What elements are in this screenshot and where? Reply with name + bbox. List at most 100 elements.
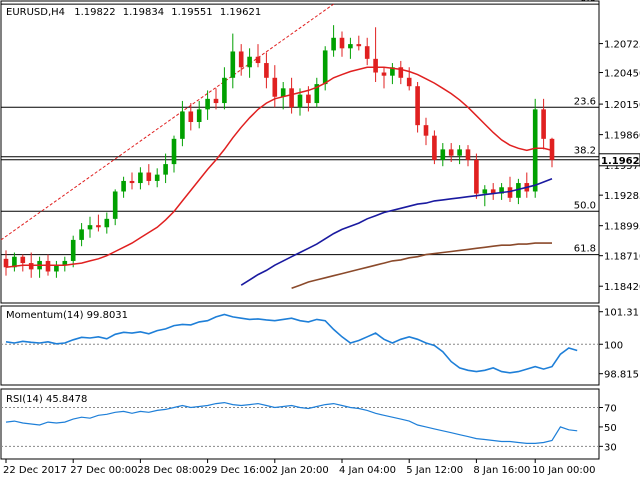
candle bbox=[314, 77, 320, 108]
candle-body bbox=[314, 84, 320, 104]
candle bbox=[331, 25, 336, 57]
ohlc-low: 1.19551 bbox=[171, 7, 212, 18]
ohlc-high: 1.19834 bbox=[123, 7, 164, 18]
candle-body bbox=[381, 72, 387, 76]
price-tick-label: 1.18995 bbox=[604, 222, 640, 233]
candle bbox=[541, 98, 546, 150]
price-tick-label: 1.20725 bbox=[604, 40, 640, 51]
candle bbox=[264, 52, 269, 89]
candle bbox=[423, 117, 429, 146]
candle bbox=[196, 100, 202, 129]
chart-header: EURUSD,H4 1.19822 1.19834 1.19551 1.1962… bbox=[6, 7, 261, 18]
current-price-tag bbox=[598, 153, 640, 167]
candle-body bbox=[180, 111, 185, 139]
candle-body bbox=[96, 225, 101, 228]
candle bbox=[549, 137, 555, 168]
candle-body bbox=[499, 187, 504, 194]
candle-body bbox=[62, 260, 68, 266]
candle-body bbox=[20, 256, 26, 264]
candle-body bbox=[373, 58, 378, 73]
candle-body bbox=[213, 98, 219, 104]
candle-body bbox=[448, 149, 454, 156]
candle-body bbox=[356, 44, 362, 47]
time-label: 28 Dec 08:00 bbox=[137, 465, 204, 476]
price-panel: EURUSD,H4 1.19822 1.19834 1.19551 1.1962… bbox=[0, 0, 640, 304]
candle-body bbox=[507, 187, 513, 198]
momentum-tick-label: 98.815 bbox=[604, 370, 639, 381]
candle bbox=[87, 216, 93, 238]
candle-body bbox=[87, 225, 93, 230]
candle-body bbox=[264, 63, 269, 78]
candle bbox=[415, 82, 420, 133]
candle bbox=[339, 31, 345, 57]
fib-label: 0.0 bbox=[580, 0, 596, 4]
ohlc-close: 1.19621 bbox=[220, 7, 261, 18]
candle-body bbox=[474, 159, 479, 194]
time-label: 2 Jan 20:00 bbox=[272, 465, 329, 476]
candle bbox=[364, 37, 370, 66]
candle-body bbox=[457, 149, 462, 156]
candle bbox=[154, 168, 160, 188]
rsi-label: RSI(14) 45.8478 bbox=[6, 394, 87, 405]
candle bbox=[79, 223, 84, 247]
candle-body bbox=[364, 46, 370, 59]
candle-body bbox=[146, 172, 152, 181]
candle bbox=[457, 145, 462, 165]
candle bbox=[213, 88, 219, 110]
candle-body bbox=[482, 189, 488, 194]
rsi-panel: RSI(14) 45.8478 70 50 30 bbox=[0, 388, 617, 460]
price-tick-label: 1.19570 bbox=[604, 161, 640, 172]
candle bbox=[272, 65, 278, 108]
candle-body bbox=[129, 180, 135, 184]
candle-body bbox=[490, 189, 496, 194]
rsi-line bbox=[5, 401, 578, 444]
candle-body bbox=[205, 98, 210, 110]
candle bbox=[381, 67, 387, 89]
candle-body bbox=[322, 50, 328, 85]
candle-body bbox=[163, 164, 168, 175]
candle-body bbox=[280, 88, 286, 97]
candle-body bbox=[3, 258, 9, 268]
candle bbox=[180, 100, 185, 147]
candle bbox=[516, 178, 521, 205]
price-tick-label: 1.19285 bbox=[604, 191, 640, 202]
momentum-panel: Momentum(14) 99.8031 101.31 100 98.815 bbox=[0, 305, 639, 386]
price-tick-label: 1.18710 bbox=[604, 252, 640, 263]
price-tick-label: 1.20150 bbox=[604, 100, 640, 111]
candle-body bbox=[54, 265, 59, 272]
candle bbox=[230, 33, 236, 89]
candle bbox=[12, 252, 17, 272]
fib-label: 50.0 bbox=[574, 200, 596, 211]
candle-body bbox=[154, 174, 160, 181]
rsi-tick-label: 70 bbox=[604, 403, 617, 414]
candle bbox=[222, 67, 227, 110]
candle-body bbox=[104, 218, 110, 228]
candle-body bbox=[423, 125, 429, 136]
candle-body bbox=[331, 37, 336, 51]
candle bbox=[499, 183, 504, 200]
candle bbox=[163, 153, 168, 184]
candle-body bbox=[171, 138, 177, 165]
momentum-tick-label: 100 bbox=[604, 340, 623, 351]
current-price-label: 1.19621 bbox=[601, 156, 640, 167]
candle-body bbox=[549, 138, 555, 160]
candle bbox=[96, 214, 101, 232]
candle bbox=[490, 183, 496, 200]
candle-body bbox=[255, 56, 261, 64]
rsi-tick-label: 30 bbox=[604, 442, 617, 453]
candle bbox=[146, 164, 152, 186]
candle bbox=[432, 130, 437, 165]
candle-body bbox=[112, 191, 118, 219]
candle bbox=[62, 256, 68, 272]
candle-body bbox=[138, 172, 143, 184]
candle-body bbox=[465, 149, 471, 160]
candle-body bbox=[541, 109, 546, 139]
candle-body bbox=[339, 37, 345, 49]
candle bbox=[238, 44, 244, 76]
symbol-label: EURUSD,H4 bbox=[6, 7, 65, 18]
candle-body bbox=[406, 77, 412, 87]
candle bbox=[348, 37, 353, 59]
momentum-tick-label: 101.31 bbox=[604, 308, 639, 319]
candle-body bbox=[432, 135, 437, 160]
